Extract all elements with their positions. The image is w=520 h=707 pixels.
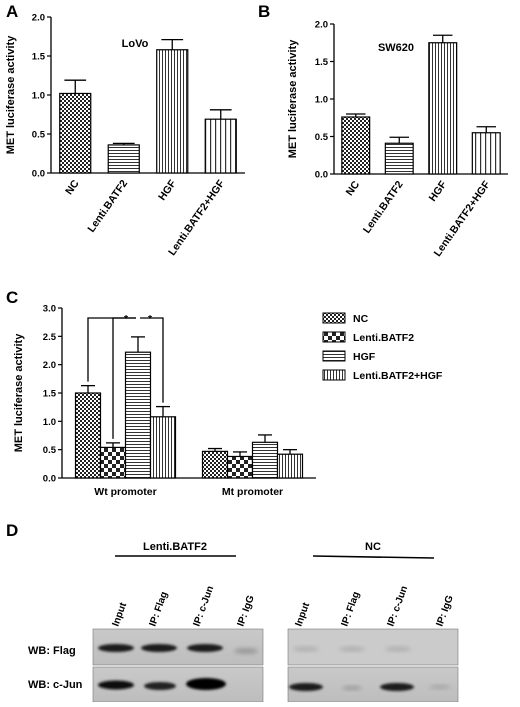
panel-letter-c: C: [6, 288, 18, 307]
lane-label-cjun-right: IP: c-Jun: [385, 585, 410, 628]
x-category-label: NC: [344, 179, 363, 199]
x-category-label: HGF: [156, 177, 179, 203]
y-tick-label: 0.0: [32, 169, 45, 180]
y-tick-label: 3.0: [43, 304, 56, 315]
legend-swatch-2: [322, 350, 346, 362]
group-label-nc: NC: [365, 541, 381, 553]
band-cjun-ipcjun-left: [186, 678, 226, 690]
bar-1: [107, 144, 140, 174]
bar-3: [471, 132, 501, 175]
chart-annotation: LoVo: [122, 38, 149, 50]
legend-swatch-0: [322, 312, 346, 324]
bar-0-1: [201, 450, 229, 479]
band-cjun-igg-right: [429, 685, 451, 689]
y-tick-label: 1.0: [43, 417, 56, 428]
y-tick-label: 1.5: [32, 52, 46, 63]
bar-3-1: [276, 453, 304, 479]
band-flag-ipcjun-right: [385, 646, 411, 652]
bar-2: [428, 42, 458, 175]
y-axis-title: MET luciferase activity: [287, 39, 299, 158]
y-tick-label: 2.0: [43, 360, 56, 371]
x-category-label: HGF: [427, 178, 450, 204]
row-label-flag: WB: Flag: [28, 645, 76, 657]
significance-bracket-inner: [112, 317, 136, 439]
western-blot: Lenti.BATF2 NC Input IP: Flag IP: c-Jun …: [28, 541, 459, 703]
legend-label: NC: [353, 313, 369, 325]
band-cjun-ipflag-left: [144, 682, 176, 690]
y-tick-label: 0.5: [315, 132, 329, 143]
x-category-label: NC: [63, 178, 82, 198]
panel-letter-d: D: [6, 521, 18, 540]
chart-c: 0.0 0.5 1.0 1.5 2.0 2.5 3.0 MET luciferase acti…: [13, 304, 443, 499]
bar-0: [341, 116, 371, 175]
lane-label-input-left: Input: [110, 601, 129, 628]
panel-letter-b: B: [258, 2, 270, 21]
band-flag-igg-left: [234, 648, 258, 654]
lane-label-input-right: Input: [293, 601, 312, 628]
y-tick-label: 1.5: [315, 57, 329, 68]
band-cjun-input-left: [98, 680, 134, 690]
lane-label-igg-right: IP: IgG: [434, 594, 455, 628]
lane-label-igg-left: IP: IgG: [235, 594, 256, 628]
legend-label: HGF: [353, 351, 376, 363]
y-axis-title: MET luciferase activity: [13, 333, 25, 452]
x-category-label: Mt promoter: [222, 486, 283, 498]
y-tick-label: 1.5: [43, 389, 57, 400]
chart-annotation: SW620: [378, 42, 414, 54]
band-flag-ipcjun-left: [187, 644, 223, 652]
legend-swatch-3: [322, 369, 346, 381]
y-tick-label: 1.0: [315, 95, 328, 106]
band-cjun-ipcjun-right: [380, 683, 414, 691]
x-category-label: Lenti.BATF2: [361, 179, 406, 236]
gel-flag-right: [287, 628, 459, 666]
bar-1-1: [226, 455, 254, 479]
y-tick-label: 0.5: [43, 445, 57, 456]
legend-label: Lenti.BATF2+HGF: [353, 370, 443, 382]
y-tick-label: 2.0: [32, 13, 45, 24]
y-axis-title: MET luciferase activity: [5, 35, 17, 154]
bar-2-1: [251, 441, 279, 479]
group-bar-nc: [312, 555, 435, 559]
y-tick-label: 0.0: [315, 170, 328, 181]
legend-label: Lenti.BATF2: [353, 332, 414, 344]
y-tick-label: 0.5: [32, 130, 46, 141]
band-flag-input-right: [293, 646, 319, 652]
bar-1-0: [99, 446, 127, 479]
y-tick-label: 0.0: [43, 474, 56, 485]
legend-swatch-1: [322, 331, 346, 343]
bar-2-0: [124, 351, 152, 479]
group-label-lenti: Lenti.BATF2: [143, 541, 207, 553]
chart-b: 0.0 0.5 1.0 1.5 2.0 MET luciferase activity NC…: [287, 20, 508, 259]
x-category-label: Lenti.BATF2: [85, 178, 130, 235]
bar-0: [59, 92, 92, 174]
bar-2: [156, 49, 189, 174]
bar-3: [204, 118, 237, 174]
bar-1: [384, 142, 414, 175]
significance-star: *: [148, 313, 153, 325]
significance-bracket-right: [140, 317, 164, 403]
x-category-label: Wt promoter: [94, 486, 156, 498]
significance-star: *: [124, 313, 129, 325]
lane-label-flag-left: IP: Flag: [147, 590, 170, 628]
y-tick-label: 2.0: [315, 20, 328, 31]
panel-letter-a: A: [6, 2, 18, 21]
bar-0-0: [74, 392, 102, 479]
band-flag-ipflag-right: [339, 646, 365, 652]
lane-label-cjun-left: IP: c-Jun: [191, 585, 216, 628]
bar-3-0: [149, 416, 177, 479]
band-cjun-ipflag-right: [342, 686, 362, 690]
band-flag-ipflag-left: [141, 644, 177, 652]
chart-a: 0.0 0.5 1.0 1.5 2.0 MET luciferase activity NC…: [5, 13, 245, 258]
y-tick-label: 2.5: [43, 332, 57, 343]
band-cjun-input-right: [289, 683, 323, 691]
y-tick-label: 1.0: [32, 91, 45, 102]
band-flag-input-left: [98, 644, 134, 652]
row-label-cjun: WB: c-Jun: [28, 679, 83, 691]
lane-label-flag-right: IP: Flag: [339, 590, 362, 628]
